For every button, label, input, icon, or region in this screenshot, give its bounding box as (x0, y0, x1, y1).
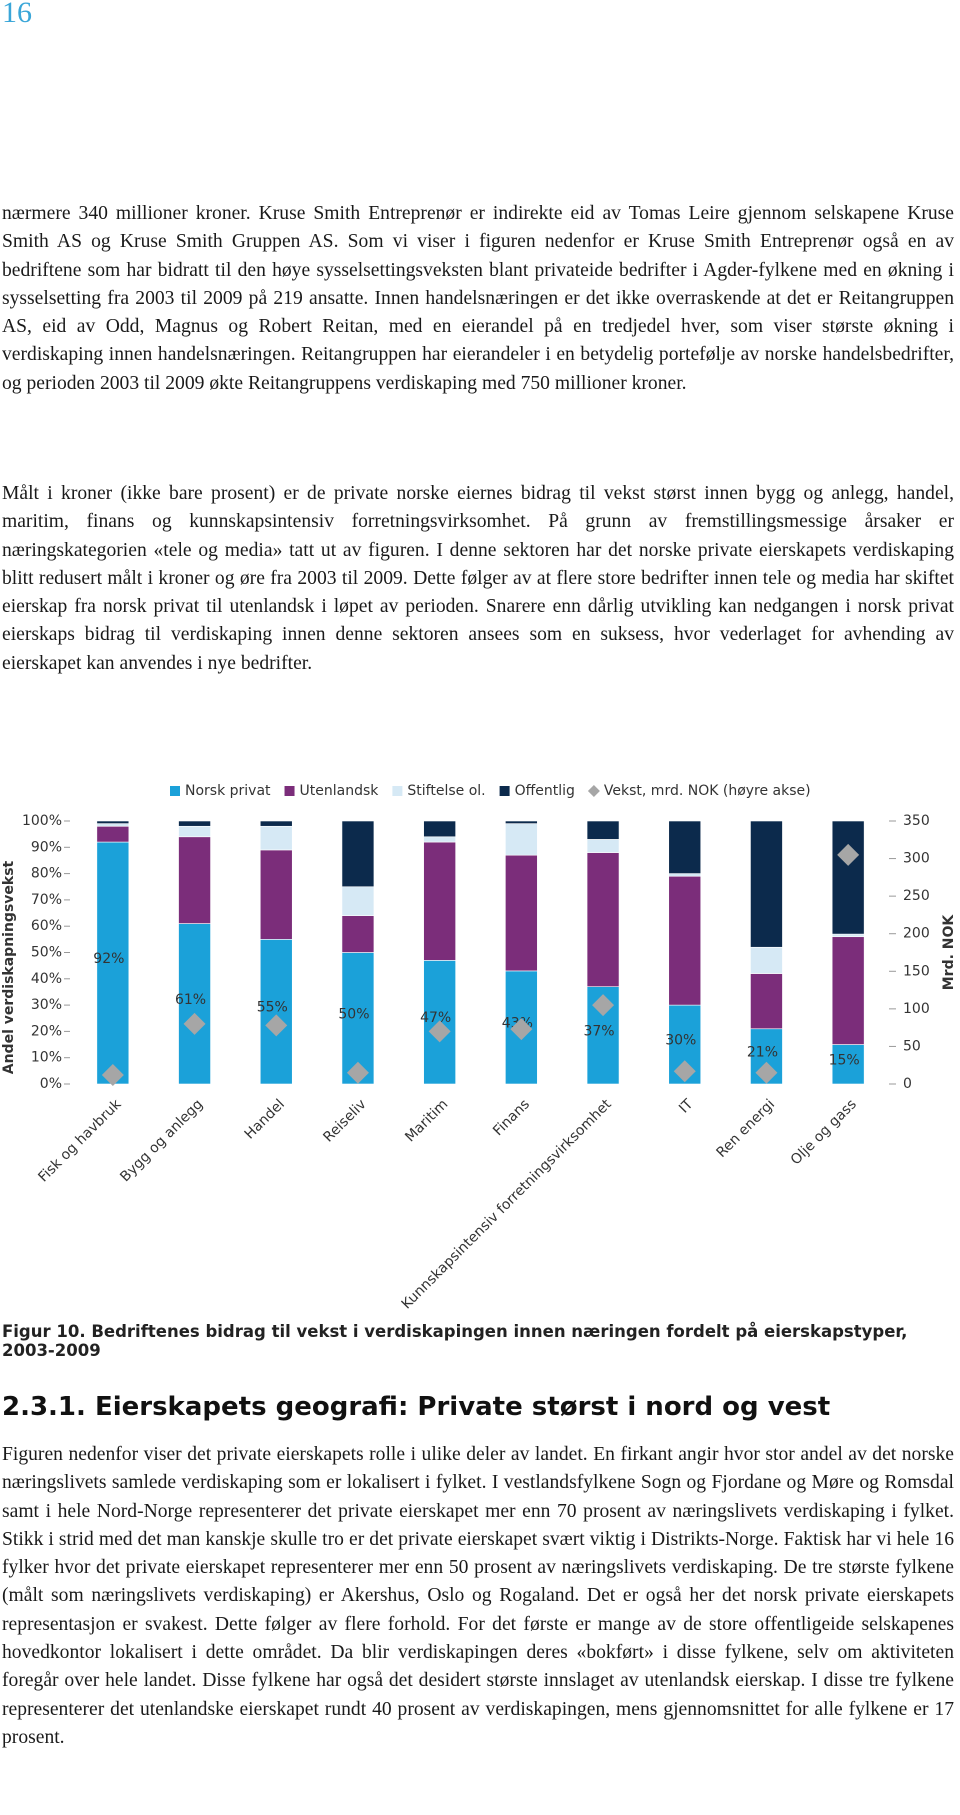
bar-segment (341, 886, 375, 916)
growth-marker (510, 1018, 533, 1041)
section-heading: 2.3.1. Eierskapets geografi: Private stø… (2, 1392, 831, 1422)
legend-swatch (170, 786, 180, 796)
bar-segment (505, 823, 538, 856)
x-tick-label: Bygg og anlegg (117, 1096, 206, 1185)
bar-segment (831, 936, 865, 1045)
value-label: 92% (93, 951, 124, 967)
growth-marker (265, 1014, 288, 1037)
value-label: 30% (665, 1033, 696, 1049)
growth-marker (183, 1012, 206, 1035)
x-tick-label: Fisk og havbruk (35, 1096, 125, 1186)
page-number: 16 (2, 0, 32, 29)
x-tick-label: Maritim (402, 1096, 451, 1145)
y-tick-label: 100% (22, 813, 62, 829)
growth-marker (428, 1020, 451, 1043)
bar-segment (259, 820, 293, 827)
bar-segment (341, 915, 375, 953)
y-tick-label: 30% (31, 997, 62, 1013)
bar-segment (96, 825, 130, 843)
y-tick-label: 10% (31, 1050, 62, 1066)
y-tick-label: 40% (31, 971, 62, 987)
legend-label: Vekst, mrd. NOK (høyre akse) (604, 783, 811, 799)
value-label: 55% (257, 1000, 288, 1016)
bar-segment (96, 820, 130, 824)
legend-label: Stiftelse ol. (407, 783, 485, 799)
x-tick-label: Finans (490, 1096, 533, 1139)
value-label: 61% (175, 992, 206, 1008)
bar-segment (831, 1044, 865, 1085)
growth-marker (673, 1060, 696, 1083)
bar-segment (423, 841, 456, 961)
legend-label: Offentlig (515, 783, 575, 799)
bar-segment (668, 875, 702, 1006)
bar-segment (750, 820, 783, 948)
bar-segment (750, 946, 783, 974)
value-label: 21% (747, 1044, 778, 1060)
y-tick-label: 0% (40, 1076, 62, 1092)
x-tick-label: IT (676, 1096, 697, 1117)
legend-swatch (499, 786, 510, 796)
bar-segment (586, 839, 620, 853)
y-axis-title: Andel verdiskapningsvekst (1, 860, 17, 1074)
y2-tick-label: 250 (903, 888, 930, 904)
bar-segment (423, 836, 456, 843)
value-label: 15% (829, 1052, 860, 1068)
bar-segment (341, 820, 375, 888)
growth-marker (755, 1061, 778, 1084)
y-tick-label: 50% (31, 945, 62, 961)
chart: 0% 10% 20% 30% 40% 50% 60% 70% 80% 90% 100% 0 50 100 1… (1, 783, 957, 1312)
bar-segment (505, 854, 538, 972)
legend-swatch (284, 786, 295, 796)
bar-segment (586, 820, 620, 840)
paragraph: nærmere 340 millioner kroner. Kruse Smit… (2, 203, 954, 394)
y2-tick-label: 200 (903, 926, 930, 942)
y2-tick-label: 0 (903, 1076, 912, 1092)
bar-segment (668, 820, 702, 874)
y-tick-label: 90% (31, 839, 62, 855)
bar-segment (259, 825, 293, 851)
bar-segment (423, 820, 456, 838)
paragraph: Figuren nedenfor viser det private eiers… (2, 1444, 954, 1748)
y2-tick-label: 100 (903, 1001, 930, 1017)
bar-segment (259, 849, 293, 940)
x-tick-label: Olje og gass (788, 1096, 860, 1168)
bar-segment (668, 873, 702, 877)
bar-segment (505, 820, 538, 824)
bar-segment (178, 825, 211, 838)
y2-tick-label: 350 (903, 813, 930, 829)
value-label: 50% (338, 1006, 369, 1022)
growth-marker (346, 1061, 369, 1084)
bar-segment (178, 820, 211, 827)
y2-tick-label: 150 (903, 963, 930, 979)
x-tick-label: Handel (242, 1096, 288, 1142)
x-tick-label: Ren energi (713, 1096, 778, 1161)
bar-segment (750, 973, 783, 1030)
y-tick-label: 70% (31, 892, 62, 908)
growth-marker (101, 1063, 124, 1086)
legend-swatch (587, 785, 600, 797)
bar-segment (178, 836, 211, 924)
bar-segment (586, 852, 620, 987)
y-tick-label: 20% (31, 1023, 62, 1039)
bar-segment (96, 823, 130, 827)
y-tick-label: 80% (31, 866, 62, 882)
legend-label: Utenlandsk (300, 783, 380, 799)
bar-segment (178, 923, 211, 1085)
growth-marker (837, 843, 860, 866)
bar-segment (831, 820, 865, 935)
bar-segment (831, 933, 865, 938)
y2-tick-label: 50 (903, 1038, 921, 1054)
y2-axis-title: Mrd. NOK (941, 914, 957, 991)
figure-caption: Figur 10. Bedriftenes bidrag til vekst i… (2, 1322, 908, 1360)
paragraph: Målt i kroner (ikke bare prosent) er de … (2, 483, 954, 674)
value-label: 47% (420, 1010, 451, 1026)
legend-swatch (392, 786, 403, 796)
value-label: 37% (583, 1023, 614, 1039)
x-tick-label: Reiseliv (320, 1096, 369, 1145)
legend-label: Norsk privat (185, 783, 271, 799)
growth-marker (592, 994, 615, 1017)
y2-tick-label: 300 (903, 851, 930, 867)
y-tick-label: 60% (31, 918, 62, 934)
